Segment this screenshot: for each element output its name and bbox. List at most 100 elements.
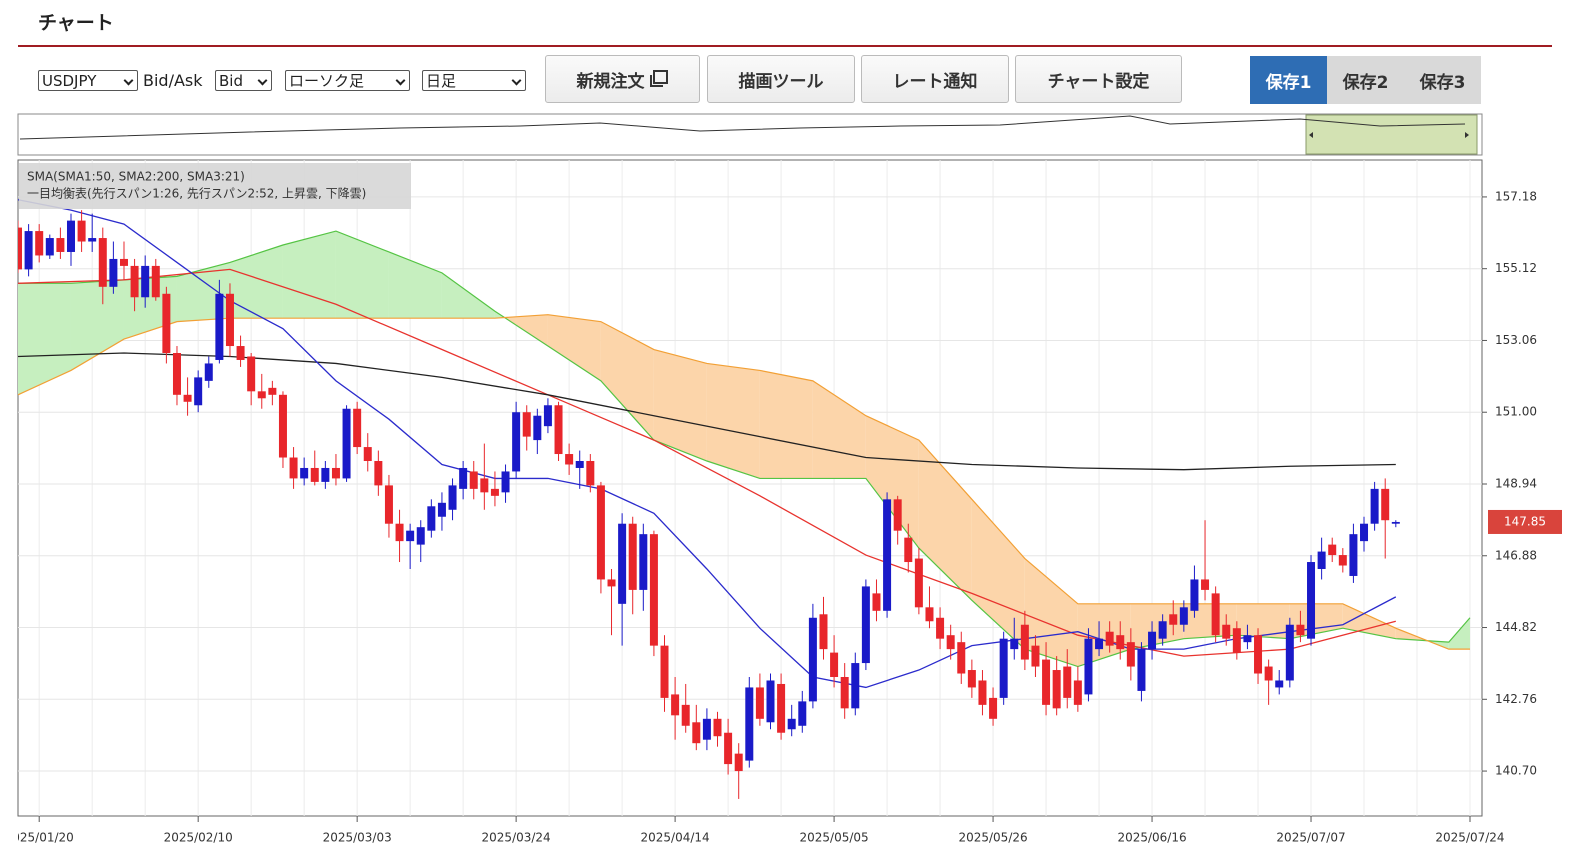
candle-body	[1158, 621, 1167, 639]
cloud-fill	[504, 314, 548, 347]
candle-body	[999, 638, 1008, 698]
candle-body	[331, 467, 340, 479]
cloud-fill	[176, 262, 230, 322]
candle-body	[1179, 607, 1188, 625]
symbol-select[interactable]: USDJPY	[38, 70, 138, 91]
chart-type-select[interactable]: ローソク足	[285, 70, 410, 91]
candles	[18, 210, 1400, 799]
candle-body	[77, 220, 86, 242]
candle-body	[363, 447, 372, 462]
current-price-box	[1488, 509, 1562, 534]
axes: 140.70 142.76 144.82 146.88 148.94 151.00 153.…	[18, 189, 1562, 845]
candle-body	[840, 676, 849, 709]
candle-body	[1391, 521, 1400, 524]
candle-body	[1052, 670, 1061, 709]
x-tick-label: 2025/07/07	[1276, 831, 1345, 845]
chart-settings-button[interactable]: チャート設定	[1015, 55, 1182, 103]
candle-body	[1254, 635, 1263, 674]
cloud-fill	[229, 245, 283, 319]
drawing-tool-button[interactable]: 描画ツール	[707, 55, 855, 103]
candle-body	[724, 732, 733, 765]
cloud-fill	[1130, 603, 1184, 650]
candle-body	[1148, 631, 1157, 650]
cloud-fill	[1236, 603, 1290, 639]
candle-body	[1126, 642, 1135, 667]
candle-body	[247, 356, 256, 392]
candle-body	[194, 377, 203, 406]
save-tab[interactable]: 保存2	[1327, 56, 1404, 104]
candle-body	[141, 265, 150, 298]
candle-body	[1073, 680, 1082, 705]
candle-body	[1232, 628, 1241, 653]
candle-body	[88, 238, 97, 242]
candle-body	[808, 617, 817, 702]
candle-body	[1349, 534, 1358, 576]
candle-body	[1084, 638, 1093, 695]
cloud-fill	[706, 363, 760, 479]
cloud-fill	[971, 499, 1025, 650]
candle-body	[745, 687, 754, 761]
page-title: チャート	[38, 12, 114, 34]
candle-body	[1317, 551, 1326, 569]
cloud-fill	[388, 251, 442, 319]
candle-body	[172, 353, 181, 395]
candle-body	[596, 485, 605, 580]
candle-body	[268, 387, 277, 395]
candle-body	[1243, 635, 1252, 643]
candle-body	[1063, 666, 1072, 698]
candle-body	[1031, 645, 1040, 667]
candle-body	[448, 485, 457, 510]
cloud-fill	[441, 272, 495, 319]
cloud-fill	[812, 380, 866, 479]
price-type-label: Bid/Ask	[143, 71, 203, 90]
current-price-label: 147.85	[1504, 514, 1546, 528]
window-icon	[649, 70, 668, 87]
cloud-fill	[918, 440, 972, 601]
candle-body	[162, 293, 171, 354]
candle-body	[437, 502, 446, 517]
candle-body	[957, 642, 966, 674]
candle-body	[692, 722, 701, 744]
x-tick-label: 2025/07/24	[1435, 831, 1504, 845]
candle-body	[734, 753, 743, 772]
candle-body	[1360, 523, 1369, 542]
x-tick-label: 2025/03/24	[482, 831, 551, 845]
candle-body	[861, 586, 870, 664]
sma-line	[18, 199, 1397, 689]
cloud-fill	[1448, 617, 1470, 650]
candle-body	[639, 534, 648, 590]
candle-body	[459, 467, 468, 489]
y-tick-label: 151.00	[1495, 405, 1537, 419]
candle-body	[56, 238, 65, 252]
cloud-fill	[335, 231, 389, 319]
candle-body	[618, 523, 627, 604]
candle-body	[925, 607, 934, 622]
save-tab[interactable]: 保存3	[1404, 56, 1481, 104]
save-tab[interactable]: 保存1	[1250, 56, 1327, 104]
candle-body	[119, 258, 128, 266]
candle-body	[872, 593, 881, 611]
candle-body	[469, 471, 478, 489]
indicator-legend: SMA(SMA1:50, SMA2:200, SMA3:21) 一目均衡表(先行…	[19, 163, 411, 209]
ichimoku-cloud	[18, 230, 1471, 668]
period-select[interactable]: 日足	[422, 70, 526, 91]
rate-alert-button[interactable]: レート通知	[861, 55, 1009, 103]
candle-body	[904, 537, 913, 563]
price-type-select[interactable]: Bid	[215, 70, 272, 91]
candle-body	[914, 558, 923, 608]
candle-body	[406, 530, 415, 542]
navigator	[17, 113, 1483, 156]
new-order-button[interactable]: 新規注文	[545, 55, 700, 103]
candle-body	[66, 220, 75, 252]
candle-body	[1042, 659, 1051, 705]
candle-body	[681, 704, 690, 726]
candle-body	[1264, 666, 1273, 681]
x-tick-label: 2025/03/03	[323, 831, 392, 845]
price-type-text: Bid	[219, 72, 243, 90]
candle-body	[1370, 488, 1379, 524]
candle-body	[310, 467, 319, 482]
y-tick-label: 148.94	[1495, 476, 1537, 490]
sma-line	[18, 352, 1396, 471]
